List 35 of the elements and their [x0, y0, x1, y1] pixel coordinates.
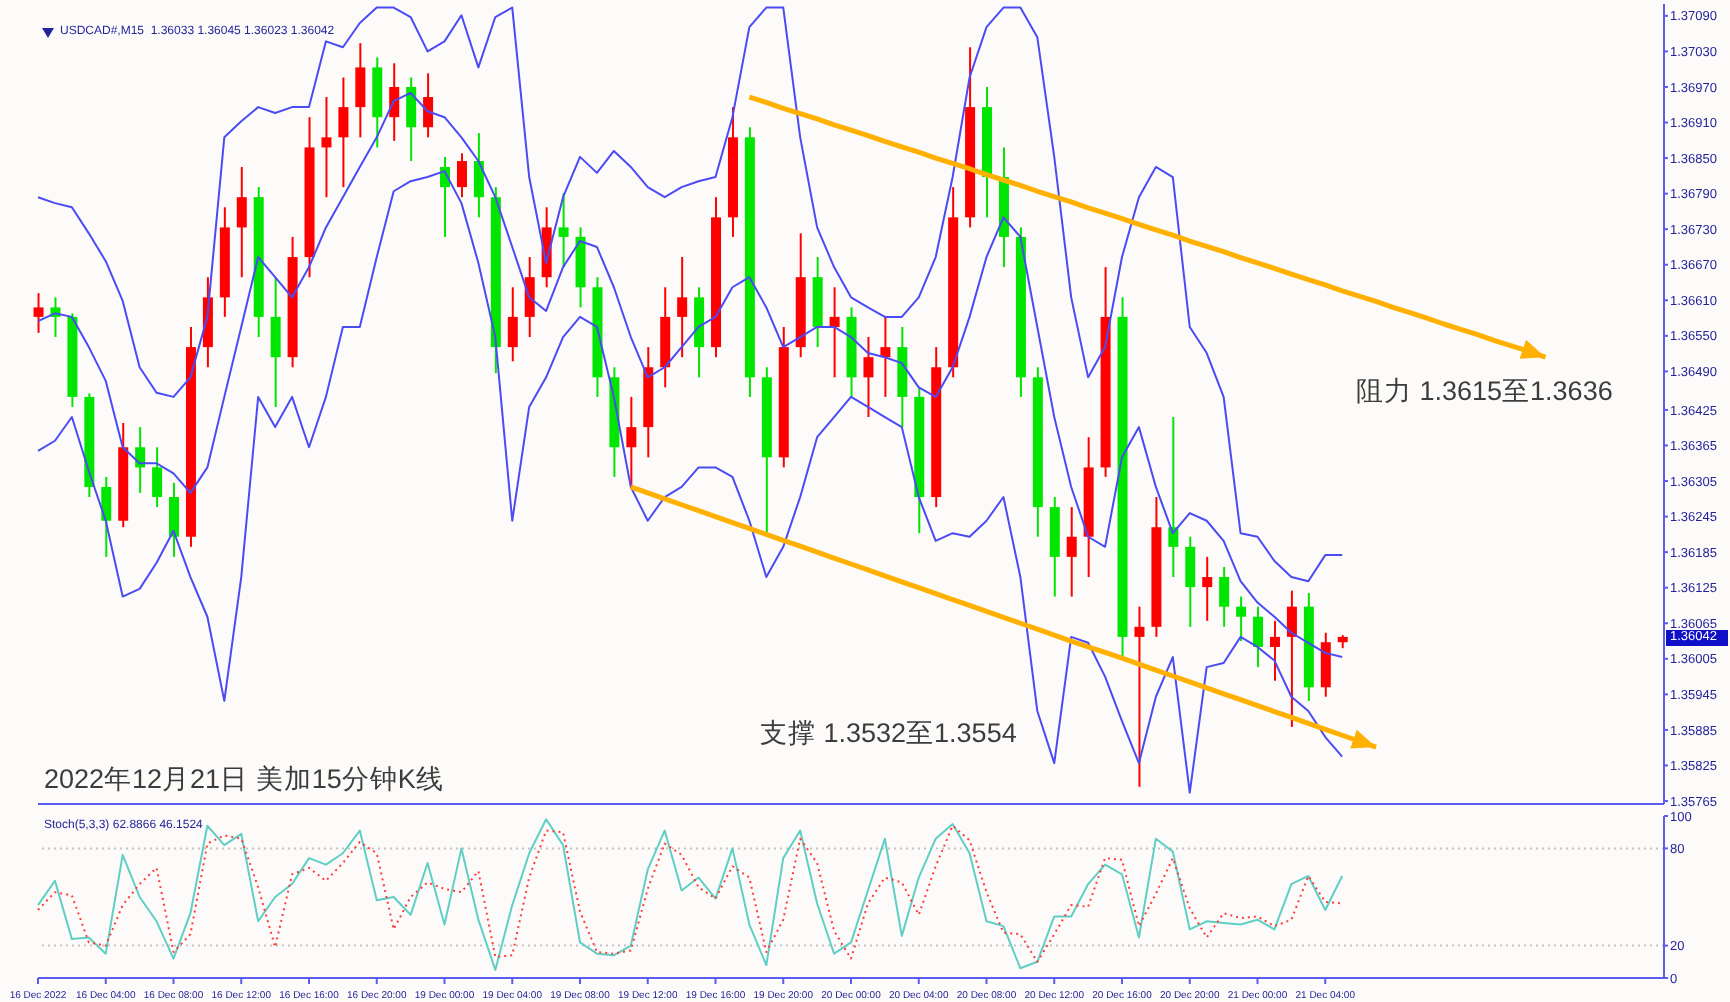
line-series	[37, 6, 1344, 583]
candlestick	[507, 286, 518, 363]
candlestick	[1269, 619, 1280, 682]
candlestick	[1320, 631, 1331, 698]
candlestick	[473, 132, 484, 219]
candlestick	[355, 42, 366, 139]
candlestick	[406, 76, 417, 163]
candlestick	[829, 286, 840, 379]
candlestick	[626, 395, 637, 488]
candlestick	[456, 152, 467, 199]
annotation: 2022年12月21日 美加15分钟K线	[44, 764, 444, 796]
candlestick	[1202, 555, 1213, 622]
candlestick	[1219, 565, 1230, 628]
candlestick	[677, 256, 688, 359]
candlestick	[524, 256, 535, 339]
candlestick	[1236, 595, 1247, 643]
candlestick	[152, 446, 163, 509]
candlestick	[1253, 605, 1264, 669]
candlestick	[338, 76, 349, 189]
candlestick	[169, 481, 180, 558]
candlestick	[33, 292, 44, 334]
annotation: 阻力 1.3615至1.3636	[1356, 376, 1613, 408]
candlestick	[1134, 605, 1145, 788]
candlestick	[101, 475, 112, 558]
candlestick	[270, 276, 281, 408]
candlestick	[863, 336, 874, 419]
candlestick	[1185, 535, 1196, 628]
candlestick	[1066, 506, 1077, 598]
candlestick	[423, 72, 434, 139]
candlestick	[1286, 589, 1297, 728]
candlestick	[558, 192, 569, 269]
candlestick	[880, 315, 891, 398]
annotation: 支撑 1.3532至1.3554	[760, 718, 1017, 750]
candlestick	[236, 165, 247, 279]
candlestick	[321, 96, 332, 199]
